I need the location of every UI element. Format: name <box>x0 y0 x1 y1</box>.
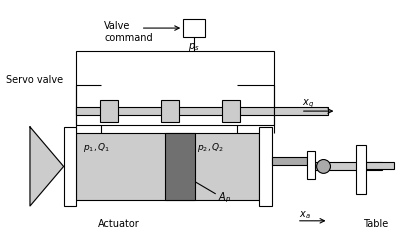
Circle shape <box>317 159 330 173</box>
Text: Servo valve: Servo valve <box>6 76 64 86</box>
Bar <box>183 19 205 37</box>
Bar <box>76 133 259 200</box>
Bar <box>272 157 307 165</box>
Bar <box>222 100 240 122</box>
Bar <box>64 127 76 206</box>
Text: $A_p$: $A_p$ <box>218 191 231 205</box>
Text: $p_2, Q_2$: $p_2, Q_2$ <box>197 141 224 154</box>
Bar <box>100 100 118 122</box>
Text: Valve
command: Valve command <box>104 21 153 43</box>
Bar <box>76 51 274 125</box>
Polygon shape <box>30 127 64 206</box>
Text: Actuator: Actuator <box>98 219 140 229</box>
Text: $x_a$: $x_a$ <box>299 209 310 221</box>
Text: Table: Table <box>363 219 388 229</box>
Bar <box>76 107 274 115</box>
Bar <box>315 163 382 170</box>
Bar <box>274 107 328 115</box>
Bar <box>166 133 195 200</box>
Bar <box>162 100 179 122</box>
Bar <box>366 162 394 169</box>
Text: $x_q$: $x_q$ <box>302 98 314 110</box>
Bar <box>307 151 315 179</box>
Bar <box>356 145 366 194</box>
Text: $p_1, Q_1$: $p_1, Q_1$ <box>83 141 110 154</box>
Text: $p_s$: $p_s$ <box>188 41 200 53</box>
Bar <box>259 127 272 206</box>
